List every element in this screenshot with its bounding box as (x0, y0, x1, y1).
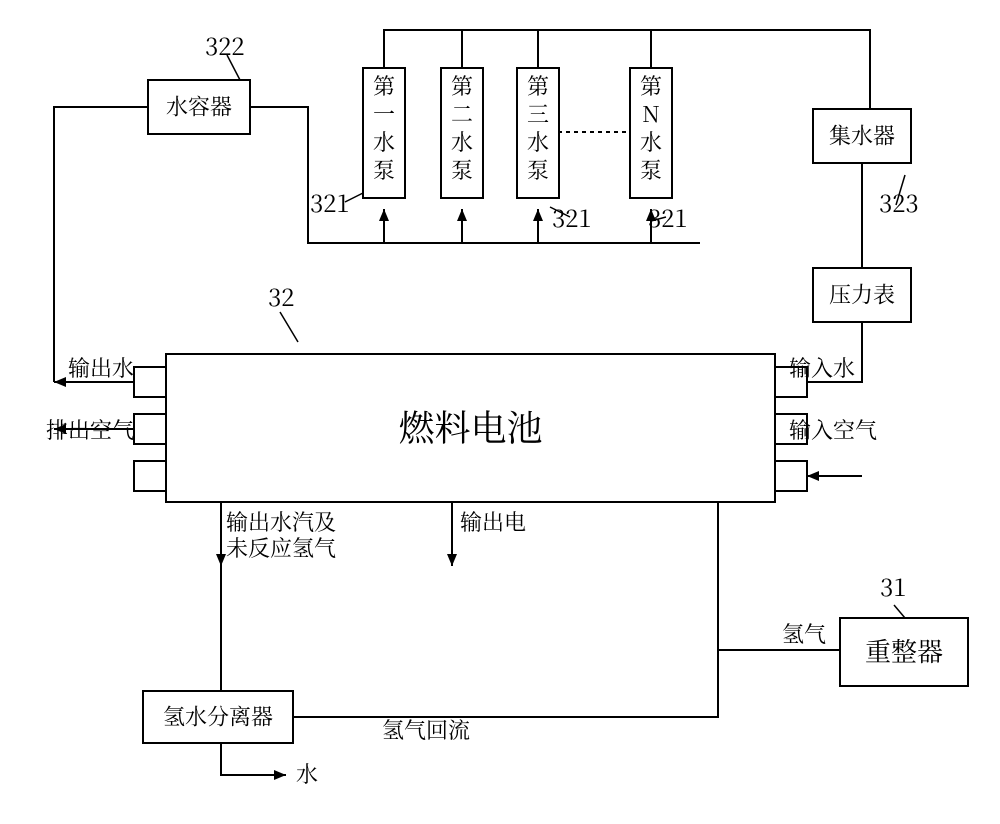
pump-char: 水 (451, 126, 473, 157)
block-label: 压力表 (829, 279, 895, 310)
pump-char: 水 (373, 126, 395, 157)
leader-line (280, 312, 298, 342)
pump-char: 泵 (373, 154, 395, 185)
label-steam2: 未反应氢气 (226, 532, 336, 563)
ref-number: 321 (648, 199, 688, 234)
block-label: 燃料电池 (398, 401, 542, 452)
block-label: 水容器 (166, 91, 232, 122)
fuelcell-port (134, 367, 166, 397)
pump-char: 水 (527, 126, 549, 157)
arrow-head-icon (447, 554, 457, 566)
ref-number: 32 (268, 278, 294, 313)
block-label: 集水器 (829, 120, 895, 151)
pump-char: 一 (373, 98, 395, 129)
leader-line (894, 605, 905, 618)
pump-char: 泵 (640, 154, 662, 185)
fuelcell-port (134, 414, 166, 444)
pump-char: 泵 (527, 154, 549, 185)
label-out_air: 排出空气 (46, 414, 134, 445)
pump-char: 三 (527, 98, 549, 129)
pump-char: 第 (373, 70, 395, 101)
arrow-head-icon (533, 209, 543, 221)
pump-char: 第 (527, 70, 549, 101)
arrow-head-icon (274, 770, 286, 780)
label-water: 水 (296, 758, 318, 789)
ref-number: 322 (205, 27, 245, 62)
label-h2: 氢气 (782, 618, 826, 649)
ref-number: 323 (879, 184, 919, 219)
diagram-canvas: 水容器第一水泵第二水泵第三水泵第N水泵集水器压力表重整器氢水分离器燃料电池输出水… (0, 0, 1000, 824)
arrow-head-icon (457, 209, 467, 221)
block-label: 重整器 (865, 632, 943, 669)
pump-char: 第 (640, 70, 662, 101)
ref-number: 31 (880, 568, 906, 603)
arrow-head-icon (216, 554, 226, 566)
pump-char: N (642, 98, 660, 129)
label-in_water: 输入水 (789, 352, 855, 383)
fuelcell-port (775, 461, 807, 491)
ref-number: 321 (310, 184, 350, 219)
fuelcell-port (134, 461, 166, 491)
pump-char: 第 (451, 70, 473, 101)
connector-line (54, 107, 148, 382)
label-out_elec: 输出电 (460, 506, 526, 537)
ref-number: 321 (552, 199, 592, 234)
block-label: 氢水分离器 (163, 701, 273, 732)
label-in_air: 输入空气 (789, 414, 877, 445)
pump-char: 二 (451, 98, 473, 129)
pump-char: 水 (640, 126, 662, 157)
label-h2_return: 氢气回流 (382, 714, 470, 745)
label-out_water: 输出水 (68, 352, 134, 383)
arrow-head-icon (379, 209, 389, 221)
arrow-head-icon (807, 471, 819, 481)
connector-line (293, 650, 718, 717)
arrow-head-icon (54, 377, 66, 387)
pump-char: 泵 (451, 154, 473, 185)
connector-line (221, 743, 256, 775)
